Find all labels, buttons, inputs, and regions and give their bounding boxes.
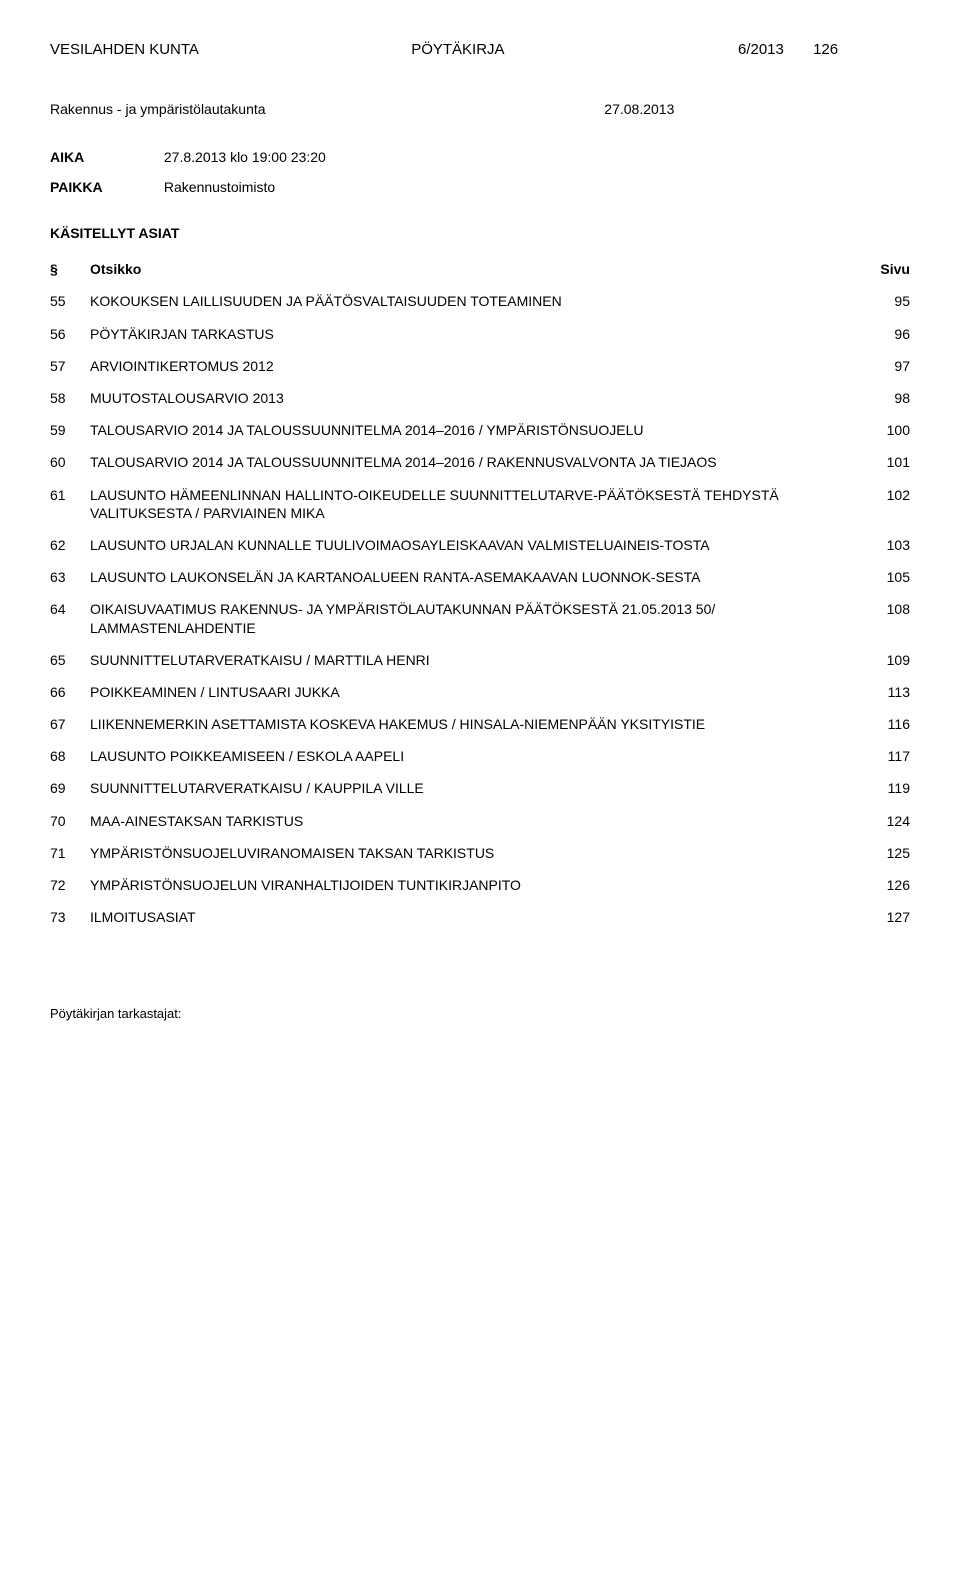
toc-item-number: 72: [50, 876, 90, 894]
paikka-label: PAIKKA: [50, 178, 160, 196]
toc-item-title: MAA-AINESTAKSAN TARKISTUS: [90, 812, 860, 830]
toc-row: 63LAUSUNTO LAUKONSELÄN JA KARTANOALUEEN …: [50, 568, 910, 586]
toc-item-page: 103: [860, 536, 910, 554]
toc-item-number: 61: [50, 486, 90, 504]
toc-item-title: OIKAISUVAATIMUS RAKENNUS- JA YMPÄRISTÖLA…: [90, 600, 860, 636]
toc-row: 67LIIKENNEMERKIN ASETTAMISTA KOSKEVA HAK…: [50, 715, 910, 733]
toc-item-number: 73: [50, 908, 90, 926]
page-count: 126: [813, 41, 838, 58]
toc-item-title: MUUTOSTALOUSARVIO 2013: [90, 389, 860, 407]
toc-row: 56PÖYTÄKIRJAN TARKASTUS96: [50, 325, 910, 343]
toc-item-title: LAUSUNTO LAUKONSELÄN JA KARTANOALUEEN RA…: [90, 568, 860, 586]
toc-item-title: ARVIOINTIKERTOMUS 2012: [90, 357, 860, 375]
toc-item-page: 98: [860, 389, 910, 407]
toc-item-title: LAUSUNTO POIKKEAMISEEN / ESKOLA AAPELI: [90, 747, 860, 765]
toc-item-title: TALOUSARVIO 2014 JA TALOUSSUUNNITELMA 20…: [90, 453, 860, 471]
toc-item-title: YMPÄRISTÖNSUOJELUVIRANOMAISEN TAKSAN TAR…: [90, 844, 860, 862]
toc-header: § Otsikko Sivu: [50, 260, 910, 278]
toc-item-page: 125: [860, 844, 910, 862]
toc-item-page: 108: [860, 600, 910, 618]
doc-type: PÖYTÄKIRJA: [411, 40, 738, 60]
toc-item-number: 58: [50, 389, 90, 407]
toc-item-page: 105: [860, 568, 910, 586]
footer-text: Pöytäkirjan tarkastajat:: [50, 1006, 910, 1023]
toc-item-page: 95: [860, 292, 910, 310]
toc-row: 61LAUSUNTO HÄMEENLINNAN HALLINTO-OIKEUDE…: [50, 486, 910, 522]
toc-row: 60TALOUSARVIO 2014 JA TALOUSSUUNNITELMA …: [50, 453, 910, 471]
toc-item-title: YMPÄRISTÖNSUOJELUN VIRANHALTIJOIDEN TUNT…: [90, 876, 860, 894]
toc-header-section: §: [50, 260, 90, 278]
toc-item-title: LIIKENNEMERKIN ASETTAMISTA KOSKEVA HAKEM…: [90, 715, 860, 733]
toc-item-number: 70: [50, 812, 90, 830]
toc-item-title: LAUSUNTO HÄMEENLINNAN HALLINTO-OIKEUDELL…: [90, 486, 860, 522]
aika-label: AIKA: [50, 148, 160, 166]
toc-header-page: Sivu: [860, 260, 910, 278]
toc-item-page: 127: [860, 908, 910, 926]
org-name: VESILAHDEN KUNTA: [50, 40, 411, 60]
toc-item-number: 65: [50, 651, 90, 669]
toc-item-number: 69: [50, 779, 90, 797]
toc-row: 70MAA-AINESTAKSAN TARKISTUS124: [50, 812, 910, 830]
toc-item-number: 64: [50, 600, 90, 618]
toc-item-number: 59: [50, 421, 90, 439]
committee-name: Rakennus - ja ympäristölautakunta: [50, 100, 600, 118]
toc-item-title: ILMOITUSASIAT: [90, 908, 860, 926]
toc-row: 72YMPÄRISTÖNSUOJELUN VIRANHALTIJOIDEN TU…: [50, 876, 910, 894]
document-header: VESILAHDEN KUNTA PÖYTÄKIRJA 6/2013 126: [50, 40, 910, 60]
toc-row: 73ILMOITUSASIAT127: [50, 908, 910, 926]
toc-item-number: 67: [50, 715, 90, 733]
toc-item-title: LAUSUNTO URJALAN KUNNALLE TUULIVOIMAOSAY…: [90, 536, 860, 554]
toc-item-page: 109: [860, 651, 910, 669]
toc-item-number: 66: [50, 683, 90, 701]
aika-row: AIKA 27.8.2013 klo 19:00 23:20: [50, 148, 910, 166]
toc-item-page: 102: [860, 486, 910, 504]
paikka-value: Rakennustoimisto: [164, 179, 275, 195]
toc-row: 64OIKAISUVAATIMUS RAKENNUS- JA YMPÄRISTÖ…: [50, 600, 910, 636]
doc-number: 6/2013 126: [738, 40, 910, 60]
toc-row: 68LAUSUNTO POIKKEAMISEEN / ESKOLA AAPELI…: [50, 747, 910, 765]
toc-row: 71YMPÄRISTÖNSUOJELUVIRANOMAISEN TAKSAN T…: [50, 844, 910, 862]
aika-value: 27.8.2013 klo 19:00 23:20: [164, 149, 326, 165]
toc-item-number: 56: [50, 325, 90, 343]
toc-item-number: 68: [50, 747, 90, 765]
toc-header-title: Otsikko: [90, 260, 860, 278]
toc-item-page: 119: [860, 779, 910, 797]
toc-item-number: 62: [50, 536, 90, 554]
toc-item-title: PÖYTÄKIRJAN TARKASTUS: [90, 325, 860, 343]
toc-item-page: 124: [860, 812, 910, 830]
toc-row: 58MUUTOSTALOUSARVIO 201398: [50, 389, 910, 407]
paikka-row: PAIKKA Rakennustoimisto: [50, 178, 910, 196]
toc-list: 55KOKOUKSEN LAILLISUUDEN JA PÄÄTÖSVALTAI…: [50, 292, 910, 926]
toc-item-page: 113: [860, 683, 910, 701]
toc-item-number: 55: [50, 292, 90, 310]
toc-item-number: 71: [50, 844, 90, 862]
toc-row: 59TALOUSARVIO 2014 JA TALOUSSUUNNITELMA …: [50, 421, 910, 439]
toc-row: 57ARVIOINTIKERTOMUS 201297: [50, 357, 910, 375]
toc-item-title: POIKKEAMINEN / LINTUSAARI JUKKA: [90, 683, 860, 701]
toc-row: 55KOKOUKSEN LAILLISUUDEN JA PÄÄTÖSVALTAI…: [50, 292, 910, 310]
toc-item-page: 126: [860, 876, 910, 894]
toc-item-page: 117: [860, 747, 910, 765]
toc-item-title: SUUNNITTELUTARVERATKAISU / KAUPPILA VILL…: [90, 779, 860, 797]
toc-row: 66POIKKEAMINEN / LINTUSAARI JUKKA113: [50, 683, 910, 701]
toc-item-number: 60: [50, 453, 90, 471]
toc-item-page: 97: [860, 357, 910, 375]
toc-row: 69SUUNNITTELUTARVERATKAISU / KAUPPILA VI…: [50, 779, 910, 797]
toc-item-number: 63: [50, 568, 90, 586]
toc-item-page: 100: [860, 421, 910, 439]
toc-item-number: 57: [50, 357, 90, 375]
committee-row: Rakennus - ja ympäristölautakunta 27.08.…: [50, 100, 910, 118]
doc-num: 6/2013: [738, 41, 784, 58]
toc-item-page: 101: [860, 453, 910, 471]
toc-item-title: SUUNNITTELUTARVERATKAISU / MARTTILA HENR…: [90, 651, 860, 669]
committee-date: 27.08.2013: [604, 100, 674, 118]
toc-item-page: 96: [860, 325, 910, 343]
toc-row: 65SUUNNITTELUTARVERATKAISU / MARTTILA HE…: [50, 651, 910, 669]
kasitellyt-asiat-heading: KÄSITELLYT ASIAT: [50, 224, 910, 242]
toc-item-page: 116: [860, 715, 910, 733]
toc-item-title: KOKOUKSEN LAILLISUUDEN JA PÄÄTÖSVALTAISU…: [90, 292, 860, 310]
toc-row: 62LAUSUNTO URJALAN KUNNALLE TUULIVOIMAOS…: [50, 536, 910, 554]
toc-item-title: TALOUSARVIO 2014 JA TALOUSSUUNNITELMA 20…: [90, 421, 860, 439]
